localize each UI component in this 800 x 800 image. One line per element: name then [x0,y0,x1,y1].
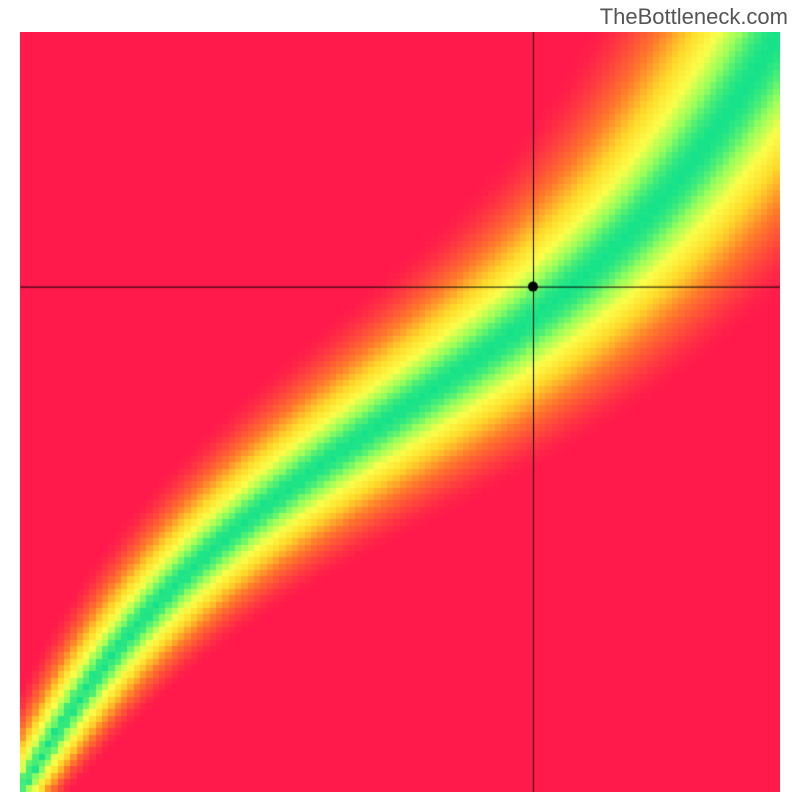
watermark-text: TheBottleneck.com [600,4,788,30]
crosshair-overlay [20,32,780,792]
chart-container: TheBottleneck.com [0,0,800,800]
heatmap-chart [20,32,780,792]
